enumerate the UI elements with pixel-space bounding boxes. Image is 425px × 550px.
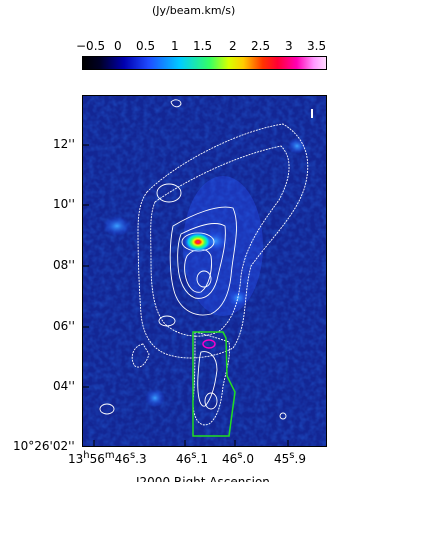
x-tick-label: 45s.9 [274,450,306,466]
colorbar-unit-label: (Jy/beam.km/s) [152,4,236,17]
colorbar-tick: 2 [229,39,237,53]
colorbar-tick: 2.5 [251,39,271,53]
contours [99,99,309,426]
colorbar-tick: 3 [285,39,293,53]
y-tick-label: 06'' [53,319,75,333]
x-tick-label: 13h56m46s.3 [68,450,147,466]
extraction-box [192,331,236,437]
colorbar-tick: 1 [171,39,179,53]
emission-peak [184,232,212,252]
y-tick-label: 04'' [53,379,75,393]
colorbar-tick: −0.5 [76,39,106,53]
colorbar-tick: 0 [114,39,122,53]
y-tick-label: 08'' [53,258,75,272]
axis-ticks [83,144,289,446]
y-tick-label: 10°26'02'' [13,439,75,453]
colorbar-tick: 0.5 [136,39,156,53]
colorbar-tick: 1.5 [193,39,213,53]
colorbar-tick: 3.5 [307,39,327,53]
y-tick-label: 12'' [53,137,75,151]
x-axis-title: J2000 Right Ascension [136,475,270,482]
x-tick-label: 46s.1 [176,450,208,466]
emission-map [82,95,327,447]
colorbar [82,56,327,70]
y-tick-label: 10'' [53,197,75,211]
x-tick-label: 46s.0 [222,450,254,466]
highlight-contour [202,339,216,349]
